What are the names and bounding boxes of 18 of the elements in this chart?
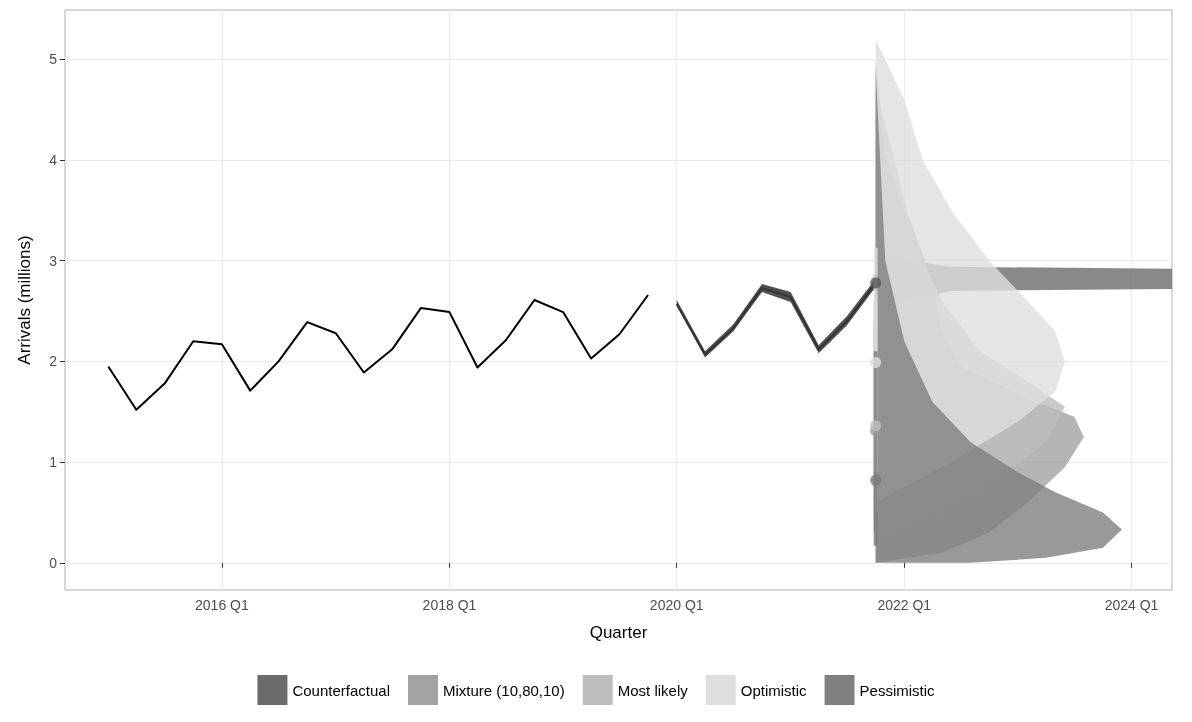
legend-label: Optimistic: [740, 681, 808, 699]
legend-label: Mixture (10,80,10): [442, 681, 565, 699]
legend-label: Counterfactual: [292, 681, 390, 699]
x-axis-title: Quarter: [589, 623, 648, 642]
legend-label: Most likely: [617, 681, 689, 699]
y-tick-label: 2: [49, 353, 58, 370]
x-tick-label: 2016 Q1: [195, 597, 249, 613]
y-tick-label: 4: [49, 152, 58, 169]
x-tick-label: 2022 Q1: [877, 597, 932, 613]
y-tick-label: 3: [49, 252, 58, 269]
y-tick-label: 0: [49, 554, 58, 571]
x-tick-label: 2018 Q1: [422, 597, 477, 613]
y-axis-title: Arrivals (millions): [15, 235, 34, 365]
legend-label: Pessimistic: [859, 681, 936, 699]
y-tick-label: 5: [49, 51, 58, 68]
x-tick-label: 2020 Q1: [649, 597, 704, 613]
y-tick-label: 1: [49, 454, 58, 471]
x-tick-label: 2024 Q1: [1104, 597, 1159, 613]
